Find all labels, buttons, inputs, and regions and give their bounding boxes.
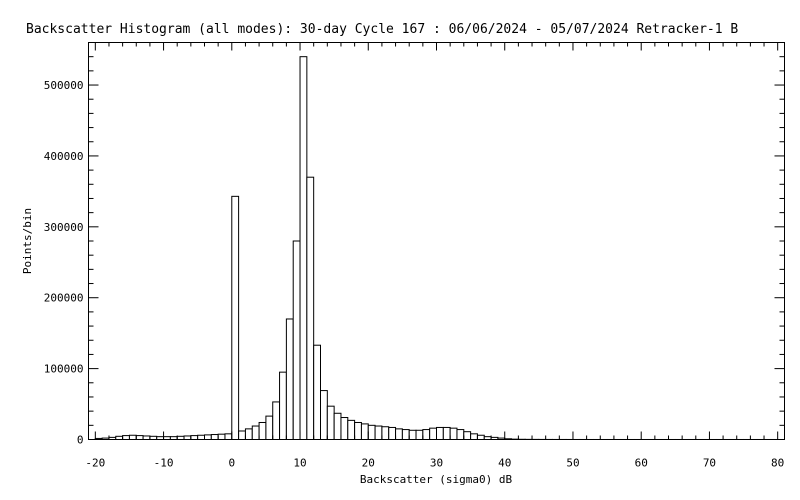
x-tick-label: 0 [228,457,235,470]
histogram-bar [231,195,240,440]
histogram-bar [313,344,321,440]
histogram-bar [395,428,403,440]
histogram-bar [449,427,458,441]
histogram-bar [429,427,437,441]
histogram-bar [367,424,376,441]
histogram-bar [354,421,362,440]
histogram-bar [415,429,424,440]
y-tick-label: 0 [77,434,84,447]
x-tick-label: 70 [703,457,716,470]
histogram-bar [122,435,130,441]
histogram-bar [238,430,246,440]
histogram-bar [204,434,212,441]
histogram-bar [333,412,342,440]
chart-title: Backscatter Histogram (all modes): 30-da… [26,22,738,37]
histogram-bar [197,434,205,440]
histogram-bar [476,434,485,440]
histogram-bar [381,426,390,440]
histogram-bar [135,435,144,441]
histogram-bar [470,433,478,440]
histogram-bar [251,425,260,440]
histogram-bar [183,435,192,440]
x-tick-label: 50 [566,457,579,470]
histogram-bar [326,405,335,440]
histogram-bar [456,429,465,441]
histogram-bars [94,56,779,441]
y-tick-label: 100000 [44,363,84,376]
x-tick-label: 40 [498,457,511,470]
x-tick-label: 10 [293,457,306,470]
histogram-bar [272,401,281,440]
y-tick-label: 500000 [44,79,84,92]
histogram-bar [210,434,219,441]
histogram-bar [306,176,315,440]
plot-frame [88,42,785,440]
histogram-bar [142,435,151,440]
histogram-bar [436,426,444,441]
histogram-bar [292,240,301,440]
histogram-bar [190,435,199,441]
histogram-bar [217,433,226,440]
histogram-bar [320,390,328,440]
y-axis-label: Points/bin [21,208,34,274]
histogram-bar [340,417,349,440]
histogram-bar [244,428,253,440]
histogram-bar [388,426,397,441]
histogram-bar [347,419,356,440]
y-tick-label: 300000 [44,221,84,234]
y-axis-ticks: 0 100000 200000 300000 400000 500000 [44,42,785,447]
x-axis-label: Backscatter (sigma0) dB [360,473,513,486]
histogram-bar [422,429,431,441]
histogram-bar [224,433,233,440]
histogram-bar [401,429,410,441]
histogram-bar [299,56,308,441]
y-tick-label: 400000 [44,150,84,163]
x-tick-label: -10 [154,457,174,470]
histogram-bar [408,429,417,440]
x-tick-label: 80 [771,457,784,470]
x-axis-ticks: -20 -10 0 10 20 30 40 50 60 70 80 [85,42,784,470]
histogram-bar [285,318,294,441]
x-tick-label: 20 [362,457,375,470]
histogram-bar [265,415,274,440]
x-tick-label: 30 [430,457,443,470]
y-tick-label: 200000 [44,292,84,305]
x-tick-label: 60 [635,457,648,470]
histogram-bar [463,431,472,441]
histogram-bar [442,426,451,441]
histogram-bar [360,423,369,440]
histogram-bar [374,425,383,440]
x-tick-label: -20 [85,457,105,470]
histogram-bar [258,421,267,440]
histogram-bar [279,371,287,440]
histogram-bar [128,434,137,440]
